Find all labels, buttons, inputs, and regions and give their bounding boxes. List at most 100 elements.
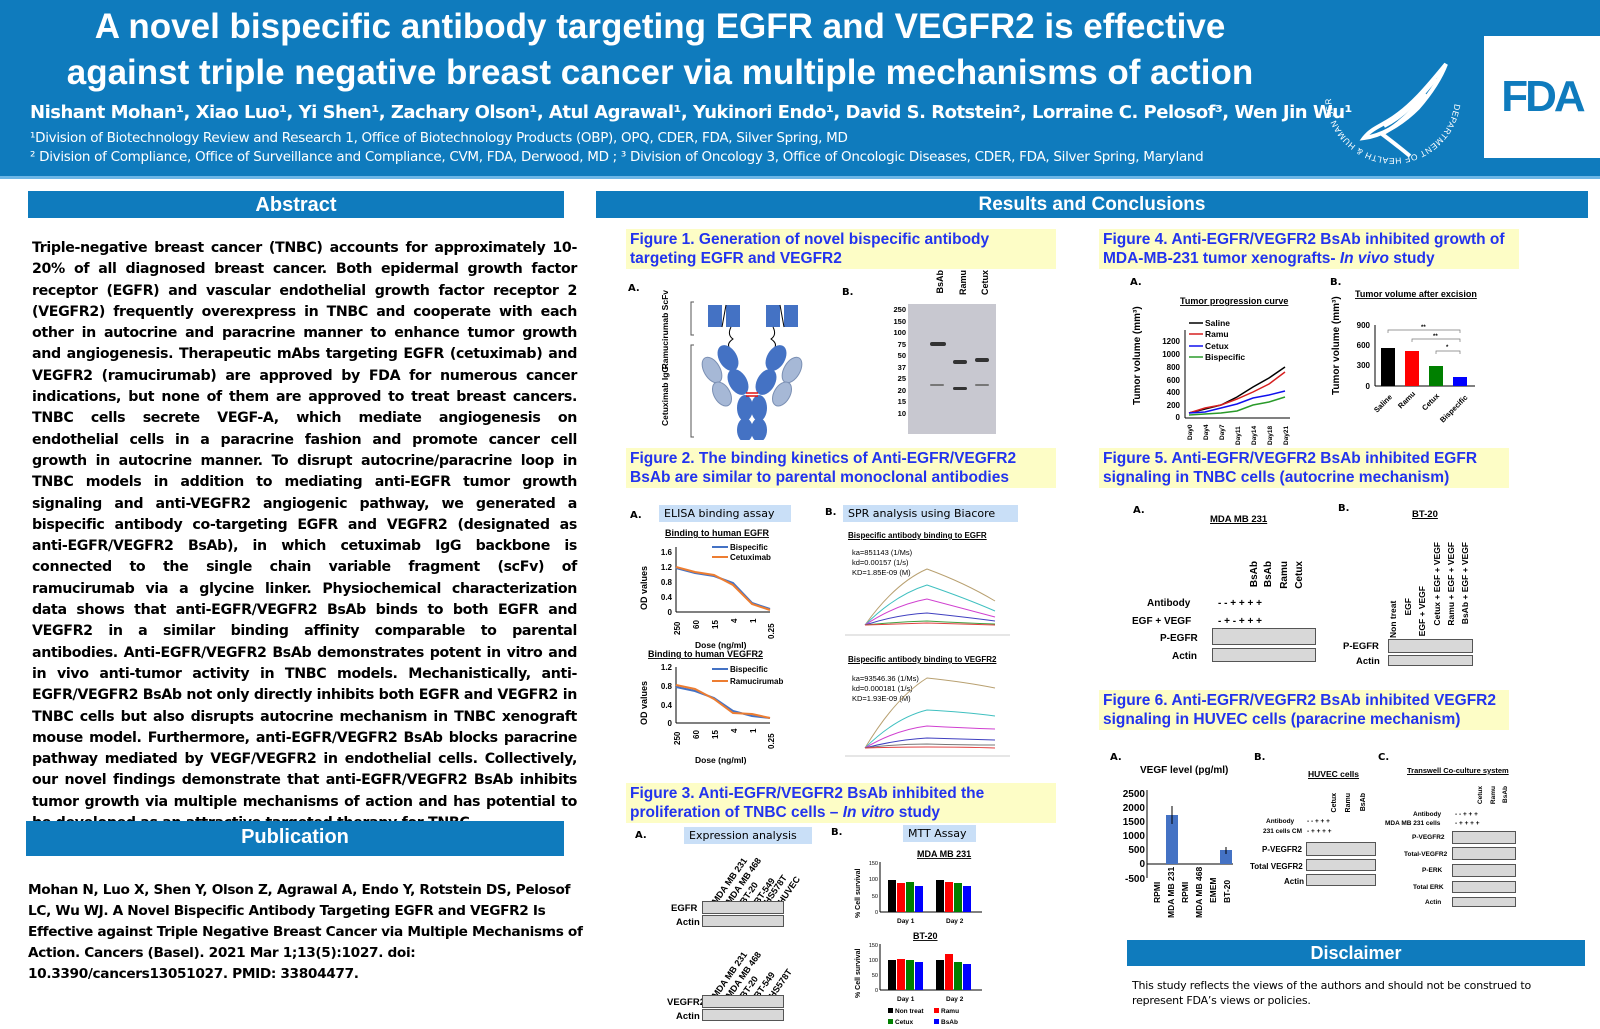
spr-vegfr2-constants: ka=93546.36 (1/Ms) kd=0.000181 (1/s) KD=… bbox=[852, 674, 919, 704]
svg-text:*: * bbox=[1446, 345, 1449, 351]
svg-text:1.2: 1.2 bbox=[661, 663, 673, 672]
lane-label: BsAb + EGF + VEGF bbox=[1460, 542, 1470, 625]
gel-band bbox=[975, 384, 989, 386]
tumor-progression-chart: Tumor progression curve Tumor volume (mm… bbox=[1132, 296, 1290, 445]
svg-text:Saline: Saline bbox=[1372, 392, 1394, 414]
svg-text:Day 1: Day 1 bbox=[897, 996, 915, 1003]
svg-text:Binding to human VEGFR2: Binding to human VEGFR2 bbox=[648, 649, 763, 659]
fda-logo: FDA bbox=[1484, 36, 1600, 158]
lane-label: Ramu bbox=[1279, 561, 1290, 589]
fig3-title-end: study bbox=[894, 804, 941, 821]
svg-text:100: 100 bbox=[869, 877, 878, 883]
svg-text:Day4: Day4 bbox=[1203, 424, 1210, 440]
fig3-title-italic: In vitro bbox=[842, 804, 895, 821]
lane-label: Ramu bbox=[1345, 793, 1352, 813]
elisa-charts: Binding to human EGFR OD values 0 0.4 0.8 1… bbox=[640, 528, 783, 765]
svg-text:MDA MB 231: MDA MB 231 bbox=[917, 849, 971, 859]
marker-250: 250 bbox=[893, 305, 906, 314]
figure-4-title: Figure 4. Anti-EGFR/VEGFR2 BsAb inhibite… bbox=[1099, 229, 1519, 269]
total-vegfr2-blot bbox=[1306, 859, 1376, 871]
marker-15: 15 bbox=[897, 397, 906, 406]
fig2-panel-a-label: A. bbox=[630, 510, 642, 521]
fig6b-antibody-signs: - - + + + bbox=[1307, 818, 1330, 825]
bispecific-antibody-diagram-icon bbox=[690, 301, 803, 440]
expression-label: Expression analysis bbox=[684, 827, 812, 844]
svg-text:Tumor volume (mm³): Tumor volume (mm³) bbox=[1331, 296, 1342, 395]
svg-text:Day0: Day0 bbox=[1187, 424, 1194, 440]
svg-text:50: 50 bbox=[872, 973, 878, 979]
svg-text:Bispecific: Bispecific bbox=[730, 543, 768, 552]
svg-text:250: 250 bbox=[673, 621, 682, 635]
svg-text:0: 0 bbox=[1139, 859, 1145, 870]
svg-text:1.2: 1.2 bbox=[661, 563, 673, 572]
gel-band bbox=[953, 360, 967, 364]
svg-text:100: 100 bbox=[869, 958, 878, 964]
figure-3-title: Figure 3. Anti-EGFR/VEGFR2 BsAb inhibite… bbox=[626, 783, 1056, 823]
svg-text:1.6: 1.6 bbox=[661, 548, 673, 557]
svg-text:2000: 2000 bbox=[1123, 803, 1146, 814]
mtt-label: MTT Assay bbox=[903, 825, 976, 842]
fig6c-title: Transwell Co-culture system bbox=[1407, 766, 1509, 775]
marker-20: 20 bbox=[897, 385, 906, 395]
lane-label: Ramu + EGF + VEGF bbox=[1446, 542, 1456, 626]
svg-text:50: 50 bbox=[872, 894, 878, 900]
svg-text:**: ** bbox=[1433, 334, 1438, 340]
row-label: Total VEGFR2 bbox=[1250, 862, 1303, 871]
antibody-signs: - - + + + + bbox=[1218, 598, 1262, 609]
egf-vegf-signs: - + - + + + bbox=[1218, 616, 1262, 627]
actin-blot bbox=[702, 915, 784, 927]
author-list: Nishant Mohan¹, Xiao Luo¹, Yi Shen¹, Zac… bbox=[30, 102, 1352, 123]
svg-text:150: 150 bbox=[869, 861, 878, 867]
fig6c-antibody-label: Antibody bbox=[1413, 811, 1442, 818]
row-label: P-VEGFR2 bbox=[1412, 834, 1445, 841]
svg-text:Cetux: Cetux bbox=[1420, 391, 1442, 413]
spr-vegfr2-ka: ka=93546.36 (1/Ms) bbox=[852, 674, 919, 683]
svg-text:BsAb: BsAb bbox=[941, 1019, 958, 1026]
svg-text:1: 1 bbox=[749, 618, 758, 623]
fig6b-title: HUVEC cells bbox=[1308, 769, 1360, 779]
disclaimer-heading: Disclaimer bbox=[1127, 940, 1585, 966]
svg-text:300: 300 bbox=[1357, 361, 1371, 370]
spr-egfr-KD: KD=1.85E-09 (M) bbox=[852, 568, 911, 577]
poster-header: A novel bispecific antibody targeting EG… bbox=[0, 0, 1600, 178]
spr-vegfr2-sensorgram bbox=[845, 677, 1010, 757]
p-vegfr2-blot bbox=[1452, 831, 1516, 844]
fig6c-antibody-signs: - - + + + bbox=[1455, 811, 1478, 818]
bt20-pegfr-blot bbox=[1388, 639, 1473, 653]
marker-100: 100 bbox=[893, 328, 906, 337]
row-label: Actin bbox=[1425, 899, 1442, 906]
svg-text:BT-20: BT-20 bbox=[913, 931, 938, 941]
svg-text:400: 400 bbox=[1167, 388, 1181, 397]
svg-text:Day 2: Day 2 bbox=[946, 918, 964, 925]
spr-egfr-kd: kd=0.00157 (1/s) bbox=[852, 558, 909, 567]
svg-text:Ramucirumab: Ramucirumab bbox=[730, 677, 783, 686]
sds-page-gel bbox=[908, 304, 996, 434]
row-label-actin: Actin bbox=[676, 917, 700, 928]
svg-text:Bispecific: Bispecific bbox=[1438, 393, 1469, 424]
svg-text:0: 0 bbox=[668, 719, 673, 728]
fig1-panel-b-label: B. bbox=[842, 287, 854, 298]
fig6c-cells-signs: - + + + + bbox=[1455, 820, 1480, 827]
marker-150: 150 bbox=[893, 316, 906, 326]
svg-text:% Cell survival: % Cell survival bbox=[855, 869, 862, 918]
tumor-volume-bar-chart: Tumor volume after excision Tumor volume… bbox=[1331, 289, 1477, 424]
fig6-panel-b-label: B. bbox=[1254, 752, 1266, 763]
svg-text:Saline: Saline bbox=[1205, 318, 1230, 328]
fig6-panel-c-label: C. bbox=[1378, 752, 1390, 763]
marker-25: 25 bbox=[897, 374, 906, 383]
svg-text:60: 60 bbox=[692, 620, 701, 629]
fig5a-title: MDA MB 231 bbox=[1210, 514, 1268, 525]
svg-text:500: 500 bbox=[1128, 845, 1145, 856]
lane-label: BsAb bbox=[1502, 786, 1509, 803]
svg-text:Tumor volume (mm³): Tumor volume (mm³) bbox=[1132, 306, 1143, 405]
spr-label: SPR analysis using Biacore bbox=[843, 505, 1018, 522]
fig4-panel-b-label: B. bbox=[1330, 277, 1342, 288]
svg-text:RPMI: RPMI bbox=[1180, 882, 1190, 903]
row-label: Actin bbox=[1284, 877, 1304, 886]
svg-text:0.8: 0.8 bbox=[661, 682, 673, 691]
svg-text:DEPARTMENT OF HEALTH & HUMAN S: DEPARTMENT OF HEALTH & HUMAN SERVICES·US… bbox=[1318, 26, 1462, 166]
svg-text:0: 0 bbox=[1366, 382, 1371, 391]
total-vegfr2-blot bbox=[1452, 847, 1516, 860]
svg-text:OD values: OD values bbox=[640, 566, 649, 610]
scfv-label: Ramucirumab ScFv bbox=[660, 290, 670, 370]
